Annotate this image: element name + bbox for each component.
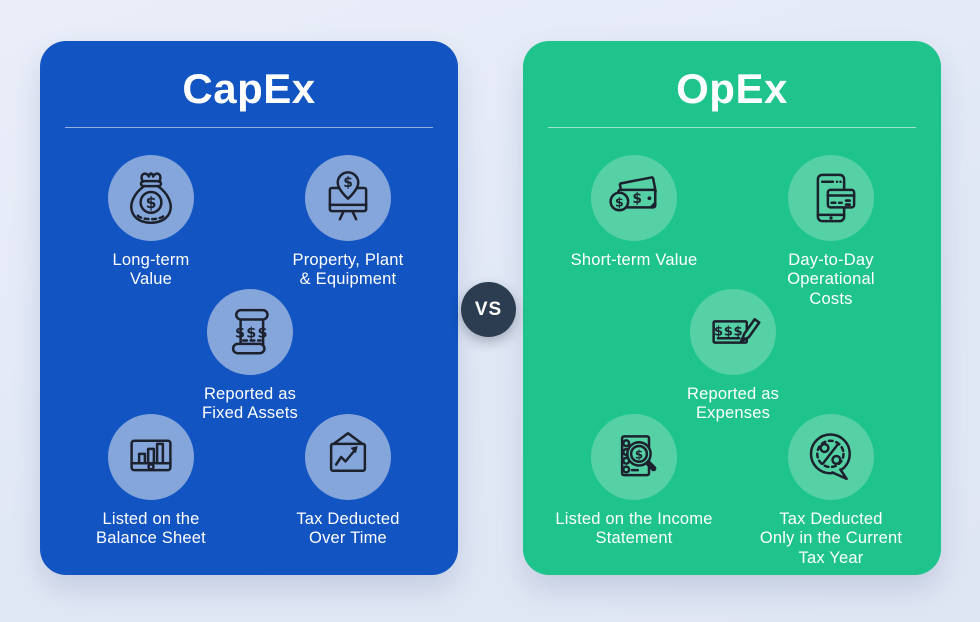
cash-bills-icon: $ $ bbox=[609, 176, 657, 212]
item-label: Listed on the Balance Sheet bbox=[96, 510, 206, 548]
panel-title: CapEx bbox=[182, 65, 316, 112]
item-icon-circle bbox=[788, 414, 874, 500]
item-icon-circle: $$$ bbox=[207, 289, 293, 375]
comparison-item: $ Long-term Value bbox=[58, 155, 244, 290]
comparison-item: $ Listed on the Income Statement bbox=[541, 414, 727, 549]
monitor-location-pin-icon: $ bbox=[328, 171, 368, 221]
scroll-dollars-icon: $$$ bbox=[231, 308, 269, 355]
item-label: Tax Deducted Only in the Current Tax Yea… bbox=[759, 510, 903, 567]
item-label: Short-term Value bbox=[570, 251, 698, 269]
comparison-item: $$$ Reported as Expenses bbox=[640, 289, 826, 424]
item-label: Long-term Value bbox=[112, 251, 190, 289]
money-bag-icon: $ bbox=[130, 172, 172, 224]
comparison-item: $ Property, Plant & Equipment bbox=[255, 155, 441, 290]
svg-text:$$$: $$$ bbox=[235, 325, 269, 341]
item-icon-circle: $ $ bbox=[591, 155, 677, 241]
comparison-item: Day-to-Day Operational Costs bbox=[738, 155, 924, 309]
item-icon-circle: $ bbox=[591, 414, 677, 500]
panel-title: OpEx bbox=[676, 65, 788, 112]
opex-panel: OpEx $ $ Short-term Value bbox=[523, 41, 941, 575]
svg-text:$: $ bbox=[615, 195, 624, 210]
income-statement-magnifier-icon: $ bbox=[620, 435, 657, 477]
phone-payment-icon bbox=[816, 173, 856, 223]
item-label: Day-to-Day Operational Costs bbox=[787, 251, 875, 308]
item-icon-circle bbox=[788, 155, 874, 241]
vs-badge: VS bbox=[461, 282, 516, 337]
item-label: Listed on the Income Statement bbox=[555, 510, 713, 548]
item-label: Reported as Expenses bbox=[686, 385, 780, 423]
item-icon-circle bbox=[108, 414, 194, 500]
svg-text:$$$: $$$ bbox=[714, 325, 743, 340]
comparison-item: $$$ Reported as Fixed Assets bbox=[157, 289, 343, 424]
capex-panel: CapEx $ Long-term Value bbox=[40, 41, 458, 575]
comparison-item: Tax Deducted Over Time bbox=[255, 414, 441, 549]
item-icon-circle bbox=[305, 414, 391, 500]
svg-text:$: $ bbox=[632, 191, 642, 207]
expense-check-pen-icon: $$$ bbox=[712, 318, 761, 344]
growth-chart-board-icon bbox=[329, 432, 367, 472]
comparison-item: $ $ Short-term Value bbox=[541, 155, 727, 270]
svg-text:$: $ bbox=[343, 175, 353, 191]
item-icon-circle: $ bbox=[305, 155, 391, 241]
item-label: Property, Plant & Equipment bbox=[292, 251, 404, 289]
svg-text:$: $ bbox=[635, 447, 643, 461]
item-label: Tax Deducted Over Time bbox=[296, 510, 400, 548]
item-label: Reported as Fixed Assets bbox=[202, 385, 298, 423]
comparison-item: Tax Deducted Only in the Current Tax Yea… bbox=[738, 414, 924, 568]
bar-chart-board-icon bbox=[130, 439, 172, 472]
item-icon-circle: $$$ bbox=[690, 289, 776, 375]
percent-bubble-icon bbox=[809, 433, 851, 481]
title-divider bbox=[548, 127, 916, 128]
title-divider bbox=[65, 127, 433, 128]
svg-text:$: $ bbox=[146, 194, 157, 212]
item-icon-circle: $ bbox=[108, 155, 194, 241]
comparison-item: Listed on the Balance Sheet bbox=[58, 414, 244, 549]
